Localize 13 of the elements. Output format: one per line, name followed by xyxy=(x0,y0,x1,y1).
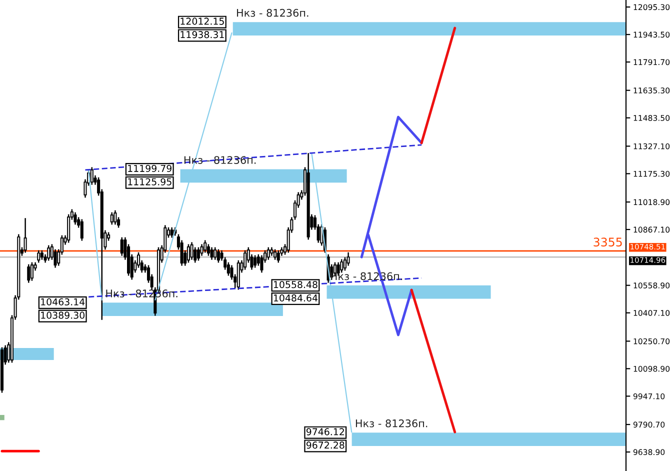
band-label: Нкз - 81236п. xyxy=(237,8,308,17)
annotation: 10484.64 xyxy=(274,294,318,302)
annotation: 10463.14 xyxy=(41,298,85,306)
annotation: 9672.28 xyxy=(306,442,344,449)
annotation: 3355 xyxy=(594,238,622,247)
annotation: 11125.95 xyxy=(128,178,172,186)
annotation: 9746.12 xyxy=(306,428,344,436)
band-label: Нкз - 81236п. xyxy=(356,419,428,428)
annotation: 10558.48 xyxy=(274,281,318,288)
annotation: 12012.15 xyxy=(180,18,224,25)
annotation: 11199.79 xyxy=(128,164,172,172)
annotation: 10389.30 xyxy=(41,312,85,319)
annotation: 11938.31 xyxy=(180,31,224,38)
